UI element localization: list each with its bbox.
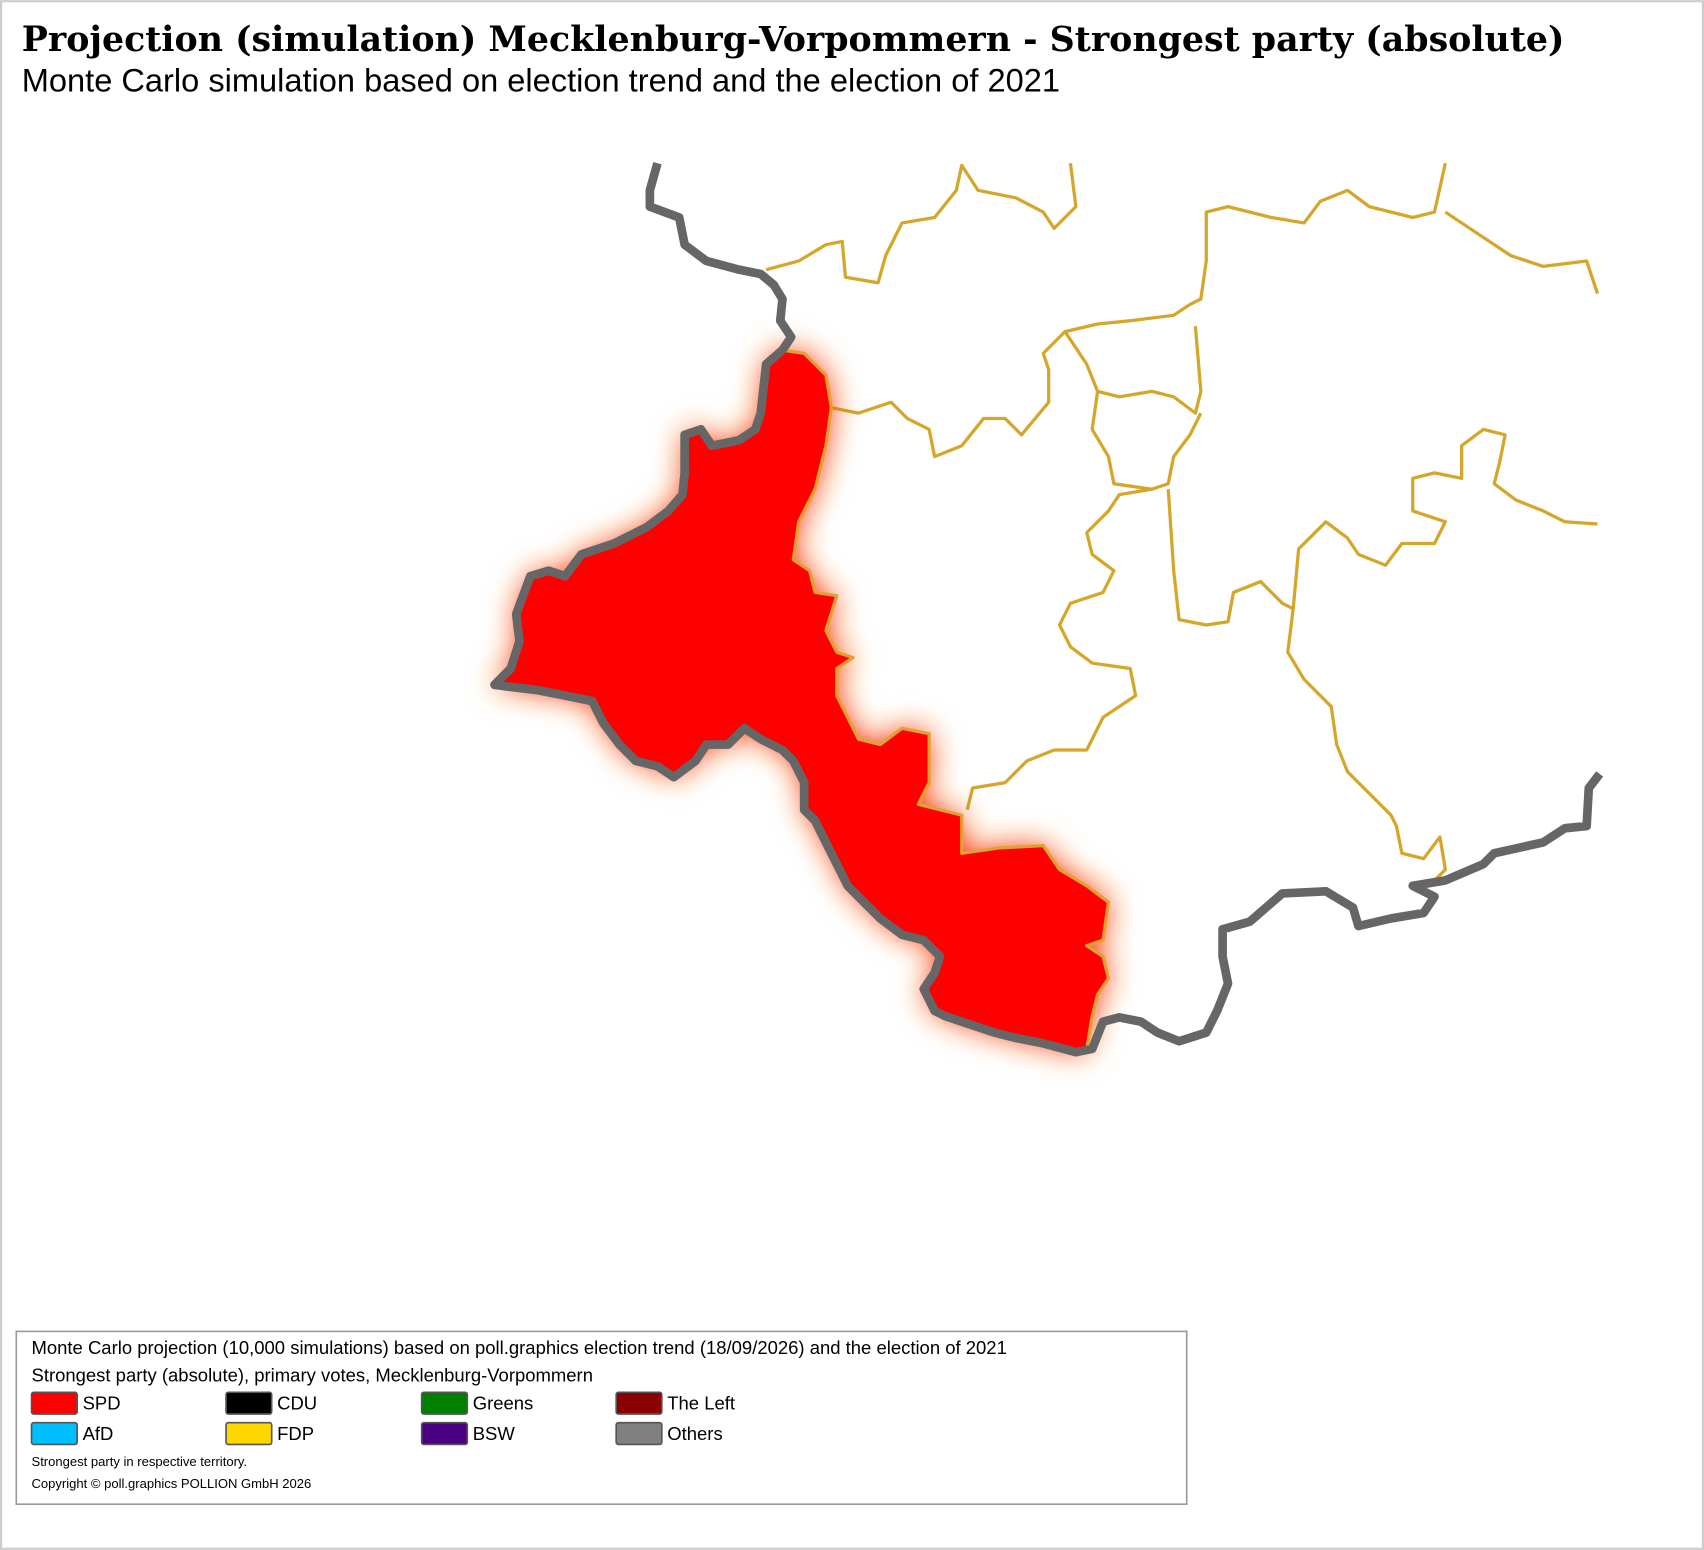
legend-line: Strongest party (absolute), primary vote… — [32, 1364, 593, 1385]
legend-swatch — [615, 1391, 663, 1415]
title: Projection (simulation) Mecklenburg-Vorp… — [22, 19, 1565, 60]
legend-swatch — [225, 1391, 273, 1415]
legend: Monte Carlo projection (10,000 simulatio… — [15, 1330, 1188, 1506]
legend-swatch — [30, 1391, 78, 1415]
legend-label: Others — [667, 1423, 722, 1444]
legend-swatch — [420, 1421, 469, 1446]
legend-label: AfD — [83, 1423, 114, 1444]
district-borders — [765, 162, 1600, 882]
legend-label: Greens — [473, 1393, 534, 1414]
legend-swatch — [225, 1421, 273, 1446]
legend-label: FDP — [277, 1423, 314, 1444]
legend-label: SPD — [83, 1393, 121, 1414]
legend-note: Copyright © poll.graphics POLLION GmbH 2… — [32, 1476, 312, 1491]
legend-label: BSW — [473, 1423, 516, 1444]
legend-line: Monte Carlo projection (10,000 simulatio… — [32, 1337, 1007, 1358]
legend-swatch — [615, 1421, 663, 1446]
legend-note: Strongest party in respective territory. — [32, 1454, 248, 1469]
legend-swatch — [30, 1421, 78, 1446]
state-border — [490, 161, 1604, 1057]
legend-label: The Left — [667, 1393, 735, 1414]
map — [490, 161, 1604, 1057]
legend-label: CDU — [277, 1393, 317, 1414]
legend-swatch — [420, 1391, 469, 1415]
subtitle: Monte Carlo simulation based on election… — [22, 61, 1060, 98]
legend-box — [15, 1330, 1188, 1506]
